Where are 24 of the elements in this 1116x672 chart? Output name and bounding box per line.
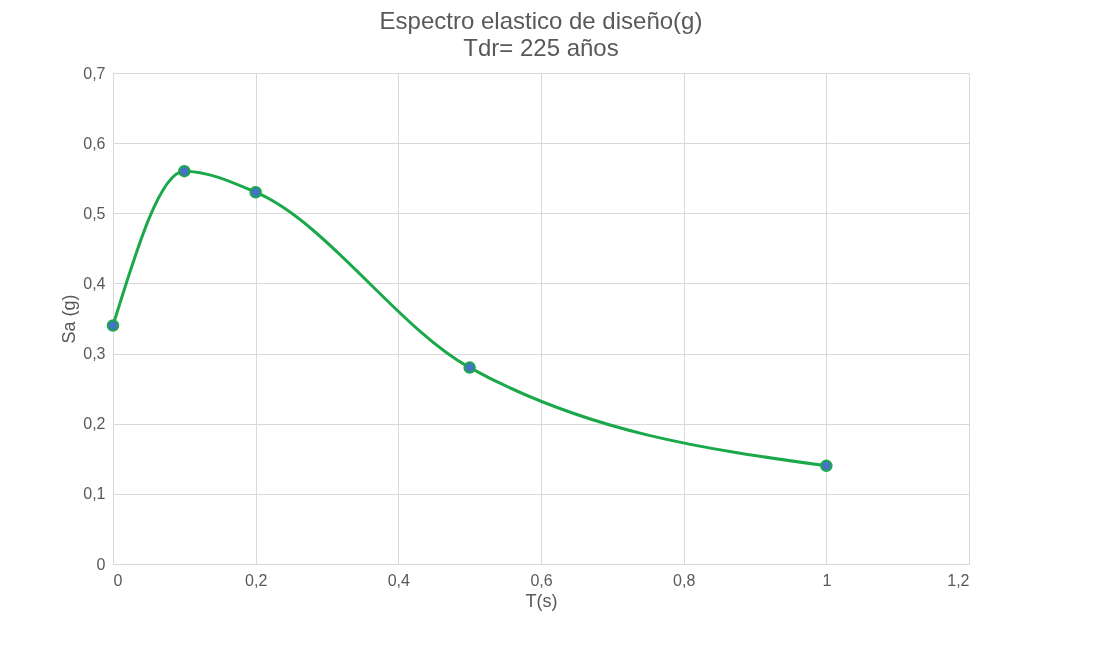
y-tick-label: 0,2: [83, 415, 106, 433]
x-axis-title: T(s): [525, 590, 558, 611]
y-tick-label: 0,3: [83, 345, 106, 363]
y-axis-title: Sa (g): [59, 294, 80, 344]
y-tick-label: 0,7: [83, 64, 106, 82]
x-tick-label: 0,8: [673, 571, 696, 589]
y-tick-label: 0: [96, 555, 106, 573]
point: [106, 319, 120, 332]
y-tick-label: 0,4: [83, 274, 106, 292]
point: [249, 186, 262, 199]
x-tick-label: 0: [113, 571, 123, 589]
y-tick-label: 0,1: [83, 485, 106, 503]
chart-subtitle: Tdr= 225 años: [463, 34, 619, 61]
x-tick-label: 0,6: [530, 571, 553, 589]
x-tick-label: 0,2: [245, 571, 268, 589]
x-tick-label: 0,4: [387, 571, 411, 589]
chart-title: Espectro elastico de diseño(g): [379, 7, 703, 34]
x-tick-label: 1,2: [947, 571, 970, 589]
y-tick-label: 0,5: [83, 204, 106, 222]
x-tick-label: 1: [822, 571, 832, 589]
y-tick-label: 0,6: [83, 134, 106, 152]
point: [463, 361, 476, 374]
point: [820, 459, 833, 473]
point: [178, 164, 191, 178]
